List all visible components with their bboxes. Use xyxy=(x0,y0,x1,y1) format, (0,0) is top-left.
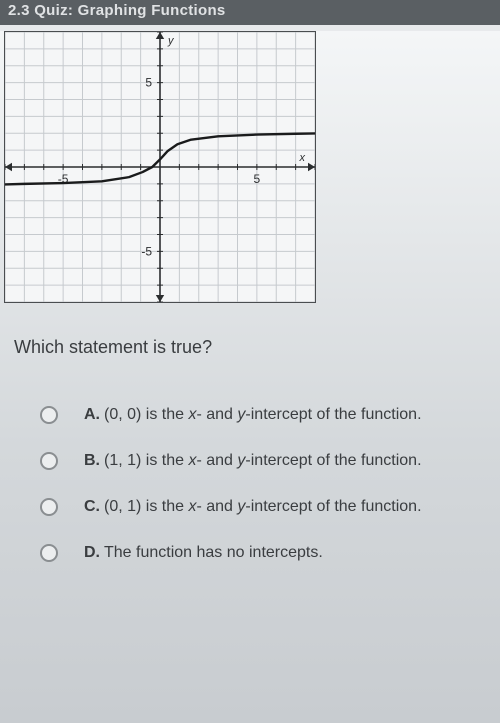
option-b[interactable]: B.(1, 1) is the x- and y-intercept of th… xyxy=(40,452,500,470)
radio-icon[interactable] xyxy=(40,406,58,424)
option-c[interactable]: C.(0, 1) is the x- and y-intercept of th… xyxy=(40,498,500,516)
option-label: B.(1, 1) is the x- and y-intercept of th… xyxy=(84,452,422,470)
graph-panel: 5-55-5xy xyxy=(4,31,316,303)
svg-text:x: x xyxy=(299,152,306,164)
svg-text:5: 5 xyxy=(145,76,152,90)
option-label: A.(0, 0) is the x- and y-intercept of th… xyxy=(84,406,422,424)
option-a[interactable]: A.(0, 0) is the x- and y-intercept of th… xyxy=(40,406,500,424)
function-graph: 5-55-5xy xyxy=(5,32,315,302)
radio-icon[interactable] xyxy=(40,544,58,562)
content-area: 5-55-5xy Which statement is true? A.(0, … xyxy=(0,31,500,723)
quiz-title: 2.3 Quiz: Graphing Functions xyxy=(8,2,226,19)
radio-icon[interactable] xyxy=(40,498,58,516)
svg-text:-5: -5 xyxy=(141,244,152,258)
svg-text:5: 5 xyxy=(254,172,261,186)
option-label: D.The function has no intercepts. xyxy=(84,544,323,562)
quiz-header: 2.3 Quiz: Graphing Functions xyxy=(0,0,500,25)
option-label: C.(0, 1) is the x- and y-intercept of th… xyxy=(84,498,422,516)
options-group: A.(0, 0) is the x- and y-intercept of th… xyxy=(40,406,500,562)
radio-icon[interactable] xyxy=(40,452,58,470)
question-text: Which statement is true? xyxy=(14,337,500,358)
option-d[interactable]: D.The function has no intercepts. xyxy=(40,544,500,562)
